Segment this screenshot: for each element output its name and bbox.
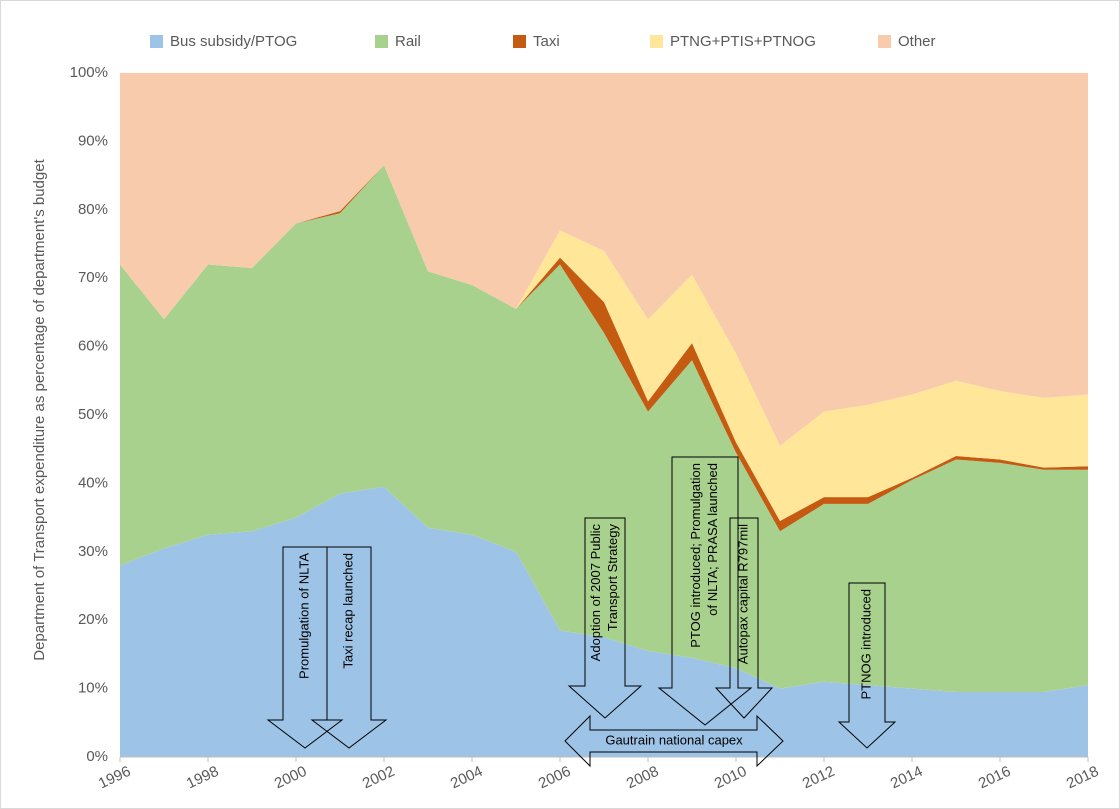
annotation-text: Taxi recap launched — [340, 553, 355, 669]
legend-swatch — [375, 35, 388, 48]
legend-label: PTNG+PTIS+PTNOG — [670, 33, 816, 50]
legend-label: Rail — [395, 33, 421, 50]
annotation-arrow — [714, 517, 774, 719]
annotation-text: Promulgation of NLTA — [296, 553, 311, 679]
y-tick-label: 10% — [78, 680, 108, 697]
annotation-arrow — [837, 582, 897, 749]
y-tick-label: 30% — [78, 543, 108, 560]
y-tick-label: 80% — [78, 201, 108, 218]
annotation-arrow — [657, 456, 753, 726]
legend-swatch — [150, 35, 163, 48]
annotation-arrow — [310, 546, 388, 749]
y-tick-label: 100% — [70, 64, 108, 81]
legend-label: Bus subsidy/PTOG — [170, 33, 297, 50]
legend-label: Taxi — [533, 33, 560, 50]
annotation-text: PTNOG introduced — [858, 589, 873, 700]
annotation-text: Gautrain national capex — [605, 732, 743, 747]
annotation-text: Transport Strategy — [605, 524, 620, 632]
legend-swatch — [878, 35, 891, 48]
y-tick-label: 70% — [78, 269, 108, 286]
legend-label: Other — [898, 33, 936, 50]
area — [120, 486, 1088, 757]
annotation-text: Autopax capital R797mil — [735, 524, 750, 664]
legend-swatch — [650, 35, 663, 48]
annotation-text: of NLTA; PRASA launched — [705, 463, 720, 616]
y-tick-label: 40% — [78, 474, 108, 491]
y-tick-label: 60% — [78, 338, 108, 355]
annotation-arrow — [564, 714, 784, 768]
annotation-text: PTOG introduced; Promulgation — [688, 463, 703, 648]
area — [120, 165, 1088, 693]
y-tick-label: 0% — [86, 748, 108, 765]
legend-swatch — [513, 35, 526, 48]
annotation-text: Adoption of 2007 Public — [588, 524, 603, 662]
y-tick-label: 20% — [78, 611, 108, 628]
area — [120, 73, 1088, 446]
area — [120, 165, 1088, 522]
y-tick-label: 90% — [78, 132, 108, 149]
y-tick-label: 50% — [78, 406, 108, 423]
y-axis-label: Department of Transport expenditure as p… — [31, 158, 48, 660]
annotation-arrow — [567, 517, 643, 719]
